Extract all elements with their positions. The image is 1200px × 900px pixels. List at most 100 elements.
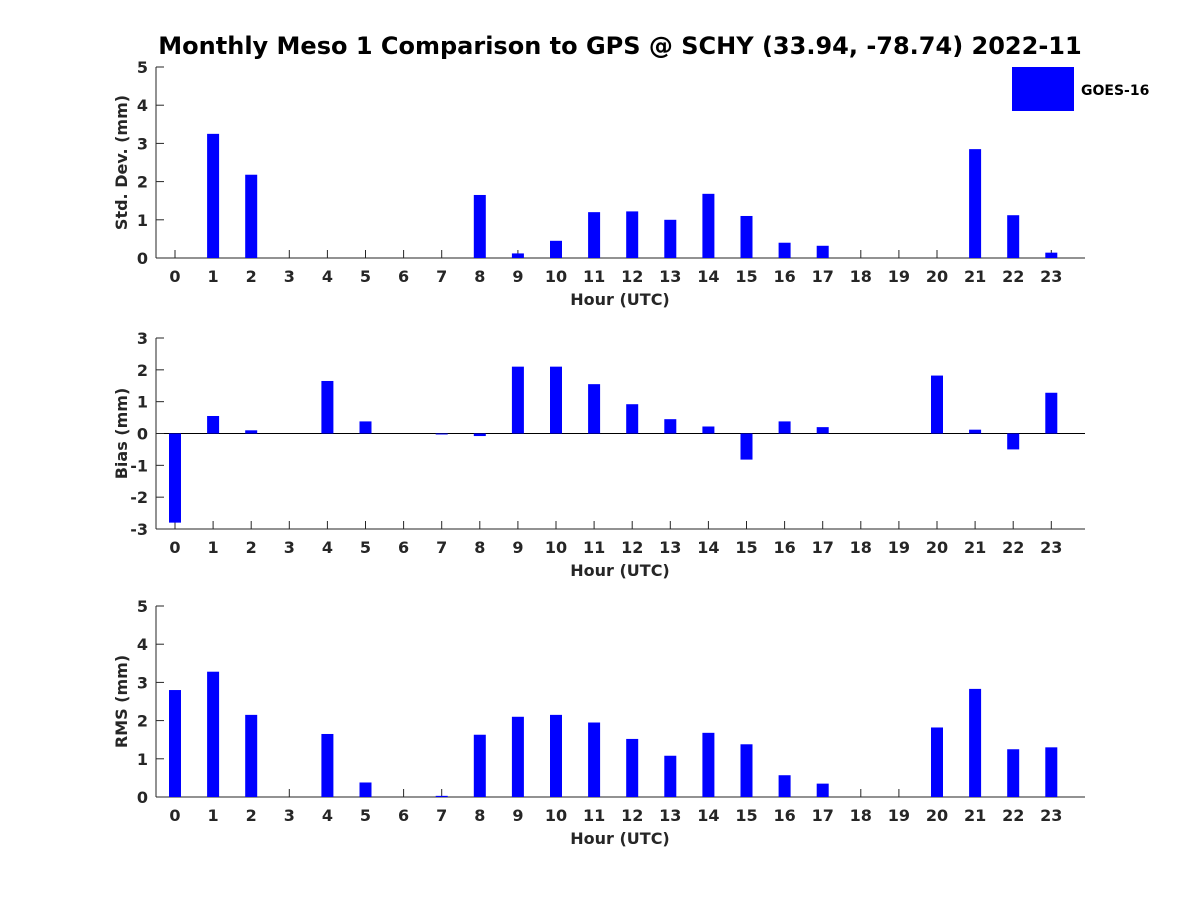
x-tick-label-bias: 15 xyxy=(735,538,757,557)
x-tick-label-rms: 5 xyxy=(360,806,371,825)
bar-rms-hour-7 xyxy=(435,795,448,797)
x-tick-label-bias: 22 xyxy=(1002,538,1024,557)
x-tick-label-std-dev: 15 xyxy=(735,267,757,286)
x-tick-label-std-dev: 7 xyxy=(436,267,447,286)
bar-bias-hour-11 xyxy=(588,384,601,434)
y-tick-label-bias: -3 xyxy=(130,520,148,539)
x-tick-label-rms: 13 xyxy=(659,806,681,825)
x-tick-label-std-dev: 17 xyxy=(812,267,834,286)
x-tick-label-bias: 11 xyxy=(583,538,605,557)
bar-bias-hour-4 xyxy=(321,380,334,434)
bar-std-dev-hour-15 xyxy=(740,215,753,258)
x-tick-label-std-dev: 16 xyxy=(773,267,795,286)
x-tick-label-rms: 15 xyxy=(735,806,757,825)
bar-std-dev-hour-9 xyxy=(511,253,524,258)
bar-rms-hour-16 xyxy=(778,775,791,797)
x-tick-label-bias: 5 xyxy=(360,538,371,557)
bar-bias-hour-21 xyxy=(969,429,982,434)
x-tick-label-bias: 14 xyxy=(697,538,719,557)
x-tick-label-std-dev: 5 xyxy=(360,267,371,286)
y-tick-label-bias: 0 xyxy=(137,425,148,444)
x-axis-label-rms: Hour (UTC) xyxy=(570,829,670,848)
y-tick-label-std-dev: 3 xyxy=(137,134,148,153)
x-tick-label-bias: 2 xyxy=(246,538,257,557)
x-tick-label-rms: 4 xyxy=(322,806,333,825)
x-tick-label-std-dev: 0 xyxy=(169,267,180,286)
bar-rms-hour-10 xyxy=(550,714,562,797)
bar-std-dev-hour-8 xyxy=(473,194,486,258)
y-tick-label-std-dev: 1 xyxy=(137,211,148,230)
x-tick-label-std-dev: 23 xyxy=(1040,267,1062,286)
x-tick-label-bias: 18 xyxy=(850,538,872,557)
x-tick-label-std-dev: 21 xyxy=(964,267,986,286)
bar-bias-hour-22 xyxy=(1007,433,1020,450)
bar-std-dev-hour-14 xyxy=(702,193,715,258)
y-tick-label-bias: -1 xyxy=(130,456,148,475)
bar-rms-hour-15 xyxy=(740,744,753,797)
y-tick-label-bias: -2 xyxy=(130,488,148,507)
x-tick-label-bias: 17 xyxy=(812,538,834,557)
x-tick-label-rms: 21 xyxy=(964,806,986,825)
bar-std-dev-hour-12 xyxy=(626,211,639,258)
bar-rms-hour-0 xyxy=(169,690,181,797)
x-tick-label-bias: 13 xyxy=(659,538,681,557)
bar-std-dev-hour-10 xyxy=(550,240,562,258)
x-tick-label-bias: 12 xyxy=(621,538,643,557)
x-tick-label-std-dev: 11 xyxy=(583,267,605,286)
bar-std-dev-hour-22 xyxy=(1007,215,1020,258)
x-tick-label-bias: 1 xyxy=(208,538,219,557)
x-tick-label-rms: 11 xyxy=(583,806,605,825)
bar-bias-hour-17 xyxy=(816,427,829,434)
bar-std-dev-hour-21 xyxy=(969,149,982,258)
y-tick-label-std-dev: 2 xyxy=(137,173,148,192)
bar-std-dev-hour-11 xyxy=(588,212,601,258)
bar-bias-hour-0 xyxy=(169,433,181,523)
x-tick-label-rms: 12 xyxy=(621,806,643,825)
x-tick-label-std-dev: 18 xyxy=(850,267,872,286)
legend: GOES-16 xyxy=(1012,67,1149,111)
y-tick-label-rms: 0 xyxy=(137,788,148,807)
bar-bias-hour-13 xyxy=(664,419,677,434)
x-tick-label-std-dev: 8 xyxy=(474,267,485,286)
x-tick-label-bias: 8 xyxy=(474,538,485,557)
x-tick-label-std-dev: 20 xyxy=(926,267,948,286)
bar-rms-hour-2 xyxy=(245,714,258,797)
x-tick-label-std-dev: 1 xyxy=(208,267,219,286)
x-tick-label-std-dev: 12 xyxy=(621,267,643,286)
legend-label-goes-16: GOES-16 xyxy=(1081,83,1149,99)
y-tick-label-rms: 4 xyxy=(137,635,148,654)
bar-bias-hour-9 xyxy=(511,366,524,434)
x-tick-label-bias: 0 xyxy=(169,538,180,557)
x-tick-label-std-dev: 13 xyxy=(659,267,681,286)
bar-rms-hour-13 xyxy=(664,755,677,797)
x-tick-label-rms: 0 xyxy=(169,806,180,825)
x-tick-label-rms: 9 xyxy=(512,806,523,825)
bar-bias-hour-12 xyxy=(626,404,639,434)
x-tick-label-rms: 18 xyxy=(850,806,872,825)
x-axis-label-std-dev: Hour (UTC) xyxy=(570,290,670,309)
legend-swatch-goes-16 xyxy=(1012,67,1074,111)
x-tick-label-rms: 1 xyxy=(208,806,219,825)
x-tick-label-rms: 6 xyxy=(398,806,409,825)
bar-bias-hour-20 xyxy=(931,375,943,434)
bar-std-dev-hour-13 xyxy=(664,219,677,258)
y-tick-label-rms: 5 xyxy=(137,597,148,616)
y-tick-label-rms: 3 xyxy=(137,673,148,692)
bar-rms-hour-12 xyxy=(626,738,639,797)
bar-std-dev-hour-1 xyxy=(207,133,220,258)
bar-bias-hour-23 xyxy=(1045,392,1058,434)
x-tick-label-rms: 8 xyxy=(474,806,485,825)
bar-std-dev-hour-2 xyxy=(245,174,258,258)
bar-rms-hour-23 xyxy=(1045,747,1058,797)
bar-bias-hour-10 xyxy=(550,366,562,434)
bar-std-dev-hour-23 xyxy=(1045,252,1058,258)
x-tick-label-bias: 19 xyxy=(888,538,910,557)
bar-std-dev-hour-16 xyxy=(778,242,791,258)
bar-rms-hour-14 xyxy=(702,732,715,797)
x-tick-label-std-dev: 9 xyxy=(512,267,523,286)
x-tick-label-rms: 3 xyxy=(284,806,295,825)
x-axis-label-bias: Hour (UTC) xyxy=(570,561,670,580)
